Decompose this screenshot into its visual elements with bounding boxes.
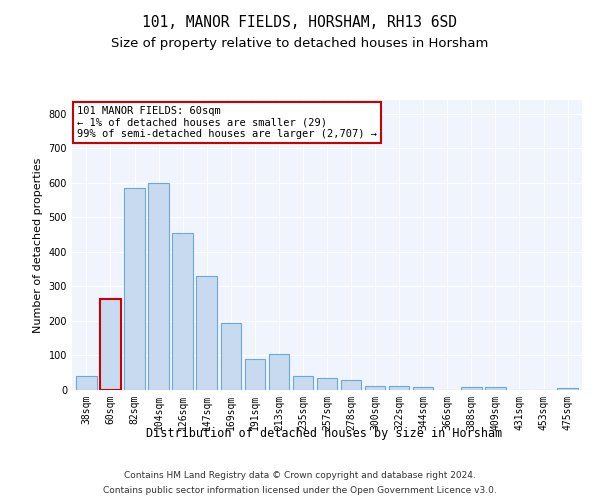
Bar [269,354,289,390]
Bar [124,188,145,390]
Bar [365,386,385,390]
Bar [557,388,578,390]
Text: Distribution of detached houses by size in Horsham: Distribution of detached houses by size … [146,428,502,440]
Bar [76,376,97,390]
Text: Size of property relative to detached houses in Horsham: Size of property relative to detached ho… [112,38,488,51]
Y-axis label: Number of detached properties: Number of detached properties [33,158,43,332]
Bar [461,387,482,390]
Text: Contains HM Land Registry data © Crown copyright and database right 2024.: Contains HM Land Registry data © Crown c… [124,471,476,480]
Bar [196,276,217,390]
Bar [413,386,433,390]
Text: Contains public sector information licensed under the Open Government Licence v3: Contains public sector information licen… [103,486,497,495]
Bar [148,183,169,390]
Bar [293,376,313,390]
Bar [389,386,409,390]
Bar [317,378,337,390]
Bar [245,359,265,390]
Text: 101 MANOR FIELDS: 60sqm
← 1% of detached houses are smaller (29)
99% of semi-det: 101 MANOR FIELDS: 60sqm ← 1% of detached… [77,106,377,139]
Bar [341,380,361,390]
Bar [100,298,121,390]
Bar [172,233,193,390]
Text: 101, MANOR FIELDS, HORSHAM, RH13 6SD: 101, MANOR FIELDS, HORSHAM, RH13 6SD [143,15,458,30]
Bar [221,322,241,390]
Bar [485,387,506,390]
